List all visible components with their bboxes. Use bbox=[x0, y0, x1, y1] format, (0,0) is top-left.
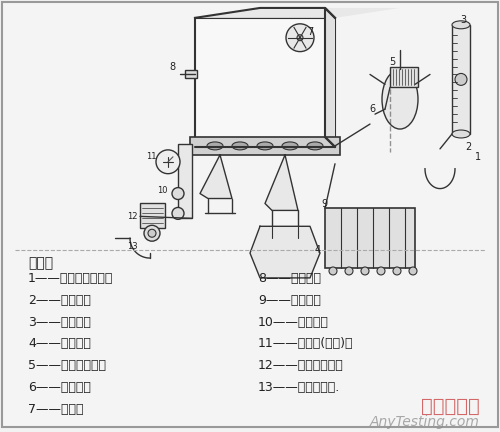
Circle shape bbox=[409, 267, 417, 275]
Ellipse shape bbox=[232, 142, 248, 150]
Text: 8: 8 bbox=[170, 63, 176, 73]
Bar bbox=[185, 70, 197, 79]
Bar bbox=[390, 67, 418, 87]
Text: 3——流量计；: 3——流量计； bbox=[28, 316, 91, 329]
Circle shape bbox=[329, 267, 337, 275]
Bar bbox=[190, 137, 340, 155]
Text: 嘉峪检测网: 嘉峪检测网 bbox=[421, 397, 480, 416]
Text: 6: 6 bbox=[369, 104, 375, 114]
Bar bbox=[140, 203, 165, 228]
Text: 9: 9 bbox=[321, 200, 327, 210]
Circle shape bbox=[455, 73, 467, 86]
Ellipse shape bbox=[207, 142, 223, 150]
Text: 11——压力表(可选)；: 11——压力表(可选)； bbox=[258, 337, 354, 350]
FancyBboxPatch shape bbox=[2, 2, 498, 427]
Ellipse shape bbox=[257, 142, 273, 150]
Bar bbox=[195, 18, 335, 147]
Text: 5: 5 bbox=[389, 57, 395, 67]
Circle shape bbox=[297, 35, 303, 41]
Text: 4: 4 bbox=[315, 245, 321, 255]
Text: 13——接至真空泵.: 13——接至真空泵. bbox=[258, 381, 340, 394]
Text: 6——排雾管；: 6——排雾管； bbox=[28, 381, 91, 394]
Text: 10: 10 bbox=[158, 186, 168, 195]
Circle shape bbox=[286, 24, 314, 51]
Polygon shape bbox=[265, 155, 298, 210]
Text: 12——空气过滤器；: 12——空气过滤器； bbox=[258, 359, 344, 372]
Circle shape bbox=[148, 229, 156, 237]
Circle shape bbox=[144, 226, 160, 241]
Ellipse shape bbox=[282, 142, 298, 150]
Text: 4——诱捕瓶；: 4——诱捕瓶； bbox=[28, 337, 91, 350]
Text: 10——开启阀；: 10——开启阀； bbox=[258, 316, 329, 329]
Polygon shape bbox=[195, 8, 400, 18]
Circle shape bbox=[377, 267, 385, 275]
Circle shape bbox=[393, 267, 401, 275]
Ellipse shape bbox=[307, 142, 323, 150]
Text: 1: 1 bbox=[475, 152, 481, 162]
Circle shape bbox=[345, 267, 353, 275]
Text: 13: 13 bbox=[128, 241, 138, 251]
Circle shape bbox=[361, 267, 369, 275]
Text: 12: 12 bbox=[128, 212, 138, 221]
Ellipse shape bbox=[382, 70, 418, 129]
Circle shape bbox=[172, 207, 184, 219]
Text: 1——经过滤的空气；: 1——经过滤的空气； bbox=[28, 272, 114, 285]
Text: 9——多路管；: 9——多路管； bbox=[258, 294, 321, 307]
Ellipse shape bbox=[452, 130, 470, 138]
Bar bbox=[452, 25, 470, 134]
Text: AnyTesting.com: AnyTesting.com bbox=[370, 415, 480, 429]
Polygon shape bbox=[250, 226, 320, 278]
Polygon shape bbox=[325, 8, 335, 147]
Bar bbox=[178, 144, 192, 218]
Text: 7: 7 bbox=[307, 27, 313, 37]
Text: 11: 11 bbox=[146, 152, 157, 161]
Text: 8——样品口；: 8——样品口； bbox=[258, 272, 321, 285]
Text: 3: 3 bbox=[460, 15, 466, 25]
Text: 2: 2 bbox=[465, 142, 471, 152]
Text: 7——风扇；: 7——风扇； bbox=[28, 403, 84, 416]
Bar bbox=[325, 208, 415, 268]
Text: 2——喷雾器；: 2——喷雾器； bbox=[28, 294, 91, 307]
Ellipse shape bbox=[452, 21, 470, 29]
Circle shape bbox=[156, 150, 180, 174]
Polygon shape bbox=[200, 155, 232, 199]
Circle shape bbox=[172, 187, 184, 200]
Text: 说明：: 说明： bbox=[28, 256, 53, 270]
Text: 5——空气过滤器；: 5——空气过滤器； bbox=[28, 359, 106, 372]
